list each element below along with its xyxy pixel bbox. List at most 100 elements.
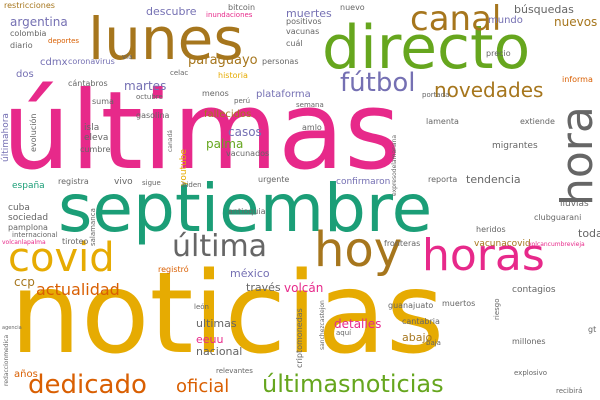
word-millones: millones: [512, 337, 546, 346]
word-cumbre: cumbre: [80, 145, 111, 154]
word-dos: dos: [16, 69, 34, 80]
word-lamenta: lamenta: [426, 117, 459, 126]
word-evolucion: evolución: [29, 113, 38, 152]
word-contagios: contagios: [512, 285, 556, 295]
word-hoy: hoy: [314, 222, 403, 278]
word-suma: suma: [92, 97, 114, 106]
word-noticias: noticias: [10, 249, 445, 379]
word-tiroteo: tiroteo: [62, 237, 89, 246]
word-amlo: amlo: [302, 123, 322, 132]
word-descubre: descubre: [146, 5, 197, 18]
word-nacional: nacional: [196, 345, 243, 358]
word-redaccionmedica: redaccionmedica: [3, 334, 10, 386]
word-registro: registró: [158, 265, 189, 274]
word-menos: menos: [202, 89, 229, 98]
word-septiembre: septiembre: [58, 170, 433, 247]
word-dedicado: dedicado: [28, 370, 147, 400]
word-tendencia: tendencia: [466, 173, 521, 186]
word-ultimasnoticias: últimasnoticias: [262, 370, 444, 398]
word-canal: canal: [410, 0, 502, 39]
word-informa: informa: [562, 75, 593, 84]
word-cantabros: cántabros: [68, 79, 108, 88]
word-precio: precio: [486, 49, 511, 58]
word-cual: cuál: [286, 39, 303, 48]
word-explosivo: explosivo: [514, 369, 548, 377]
word-criptomonedas: criptomonedas: [295, 308, 304, 368]
word-sociedad: sociedad: [8, 213, 49, 223]
word-muertos: muertos: [442, 299, 476, 308]
word-traves: través: [246, 281, 281, 294]
word-registra: registra: [58, 177, 89, 186]
word-riesgo: riesgo: [493, 298, 501, 320]
word-ultima: última: [172, 229, 268, 264]
word-abajo: abajo: [402, 331, 433, 344]
word-vivo: vivo: [114, 177, 133, 187]
word-historia: historia: [218, 71, 248, 80]
word-gasolina: gasolina: [136, 111, 170, 120]
word-octubre: octubre: [136, 93, 163, 101]
word-ccp: ccp: [14, 275, 35, 289]
word-ultimahora: últimahora: [1, 113, 11, 162]
word-colombia: colombia: [10, 29, 47, 38]
word-salamanca: salamanca: [89, 208, 97, 246]
word-palma: palma: [206, 137, 244, 151]
word-positivos: positivos: [286, 17, 322, 26]
word-extiende: extiende: [520, 117, 555, 126]
word-cantabria: cantabria: [402, 317, 440, 326]
word-aqui: aquí: [336, 329, 352, 337]
word-gt: gt: [588, 325, 597, 334]
word-cdmx: cdmx: [40, 57, 68, 68]
word-heridos: heridos: [476, 225, 506, 234]
word-clubguarani: clubguarani: [534, 213, 582, 222]
word-via: vía: [122, 53, 133, 61]
word-eleva: eleva: [84, 133, 109, 143]
word-recibira: recibirá: [556, 387, 583, 395]
word-guanajuato: guanajuato: [388, 301, 434, 310]
word-lluvias: lluvias: [560, 199, 589, 209]
word-volcanlapalma: volcanlapalma: [2, 239, 46, 246]
word-leon: león: [194, 303, 209, 311]
word-mexico: méxico: [230, 267, 270, 280]
word-fallecidos: fallecidos: [204, 109, 252, 120]
word-expresodelamanana: expresodelamanana: [391, 134, 398, 196]
word-vacunas: vacunas: [286, 27, 320, 36]
word-reporta: reporta: [428, 175, 458, 184]
word-futbol: fútbol: [340, 68, 416, 98]
word-relevantes: relevantes: [216, 367, 253, 375]
word-bitcoin: bitcoin: [228, 3, 256, 12]
word-busquedas: búsquedas: [514, 3, 574, 16]
word-paraguayo: paraguayo: [188, 53, 258, 68]
word-cuba: cuba: [8, 203, 30, 213]
word-diario: diario: [10, 41, 33, 50]
word-restricciones: restricciones: [4, 1, 55, 10]
word-confirmaron: confirmaron: [336, 177, 391, 187]
word-oficial: oficial: [176, 376, 230, 397]
word-sanchezcastejon: sanchezcastejon: [319, 300, 326, 350]
word-casos: casos: [228, 125, 262, 139]
word-vacunados: vacunados: [226, 149, 270, 158]
word-portada: portada: [422, 91, 450, 99]
word-plataforma: plataforma: [256, 89, 311, 100]
word-muertes: muertes: [286, 7, 332, 20]
word-inundaciones: inundaciones: [206, 11, 253, 19]
word-fronteras: fronteras: [384, 239, 421, 248]
word-espana: españa: [12, 181, 45, 191]
word-hora: hora: [552, 106, 600, 206]
word-coronavirus: coronavirus: [68, 57, 115, 66]
word-antioquia: antioquia: [228, 207, 266, 216]
word-sigue: sigue: [142, 179, 161, 187]
word-directo: directo: [322, 13, 531, 83]
word-detalles: detalles: [334, 317, 382, 331]
word-baja: baja: [426, 339, 441, 347]
word-covid: covid: [8, 235, 115, 281]
word-martes: martes: [124, 79, 167, 93]
word-agencia: agencia: [2, 325, 22, 331]
word-pamplona: pamplona: [8, 223, 48, 232]
word-mundo: mundo: [488, 15, 523, 26]
word-argentina: argentina: [10, 15, 68, 29]
word-ultimas-small: ultimas: [196, 317, 237, 330]
word-eeuu: eeuu: [196, 333, 224, 346]
word-semana: semana: [296, 101, 324, 109]
word-deportes: deportes: [48, 37, 80, 45]
